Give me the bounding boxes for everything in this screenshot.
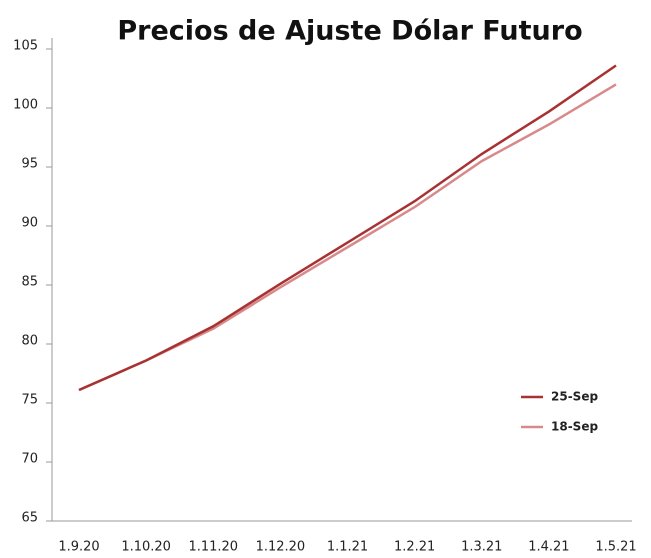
x-tick-label: 1.11.20 <box>188 540 238 555</box>
x-tick-label: 1.1.21 <box>327 540 368 555</box>
y-tick-label: 80 <box>21 334 38 349</box>
x-tick-label: 1.12.20 <box>256 540 306 555</box>
legend-label: 18-Sep <box>551 420 598 434</box>
y-tick-label: 100 <box>13 98 38 113</box>
series-line <box>78 83 617 392</box>
x-tick-label: 1.2.21 <box>394 540 435 555</box>
x-tick-label: 1.4.21 <box>528 540 569 555</box>
x-tick-label: 1.3.21 <box>461 540 502 555</box>
y-tick-label: 90 <box>21 216 38 231</box>
legend-label: 25-Sep <box>551 390 598 404</box>
x-tick-label: 1.10.20 <box>121 540 171 555</box>
y-tick-label: 85 <box>21 275 38 290</box>
y-tick-label: 95 <box>21 157 38 172</box>
chart-title: Precios de Ajuste Dólar Futuro <box>117 16 582 47</box>
series-line <box>78 64 617 392</box>
y-tick-label: 65 <box>21 511 38 526</box>
y-tick-label: 105 <box>13 39 38 54</box>
x-tick-label: 1.5.21 <box>595 540 636 555</box>
y-tick-label: 70 <box>21 452 38 467</box>
y-tick-label: 75 <box>21 393 38 408</box>
x-tick-label: 1.9.20 <box>58 540 99 555</box>
